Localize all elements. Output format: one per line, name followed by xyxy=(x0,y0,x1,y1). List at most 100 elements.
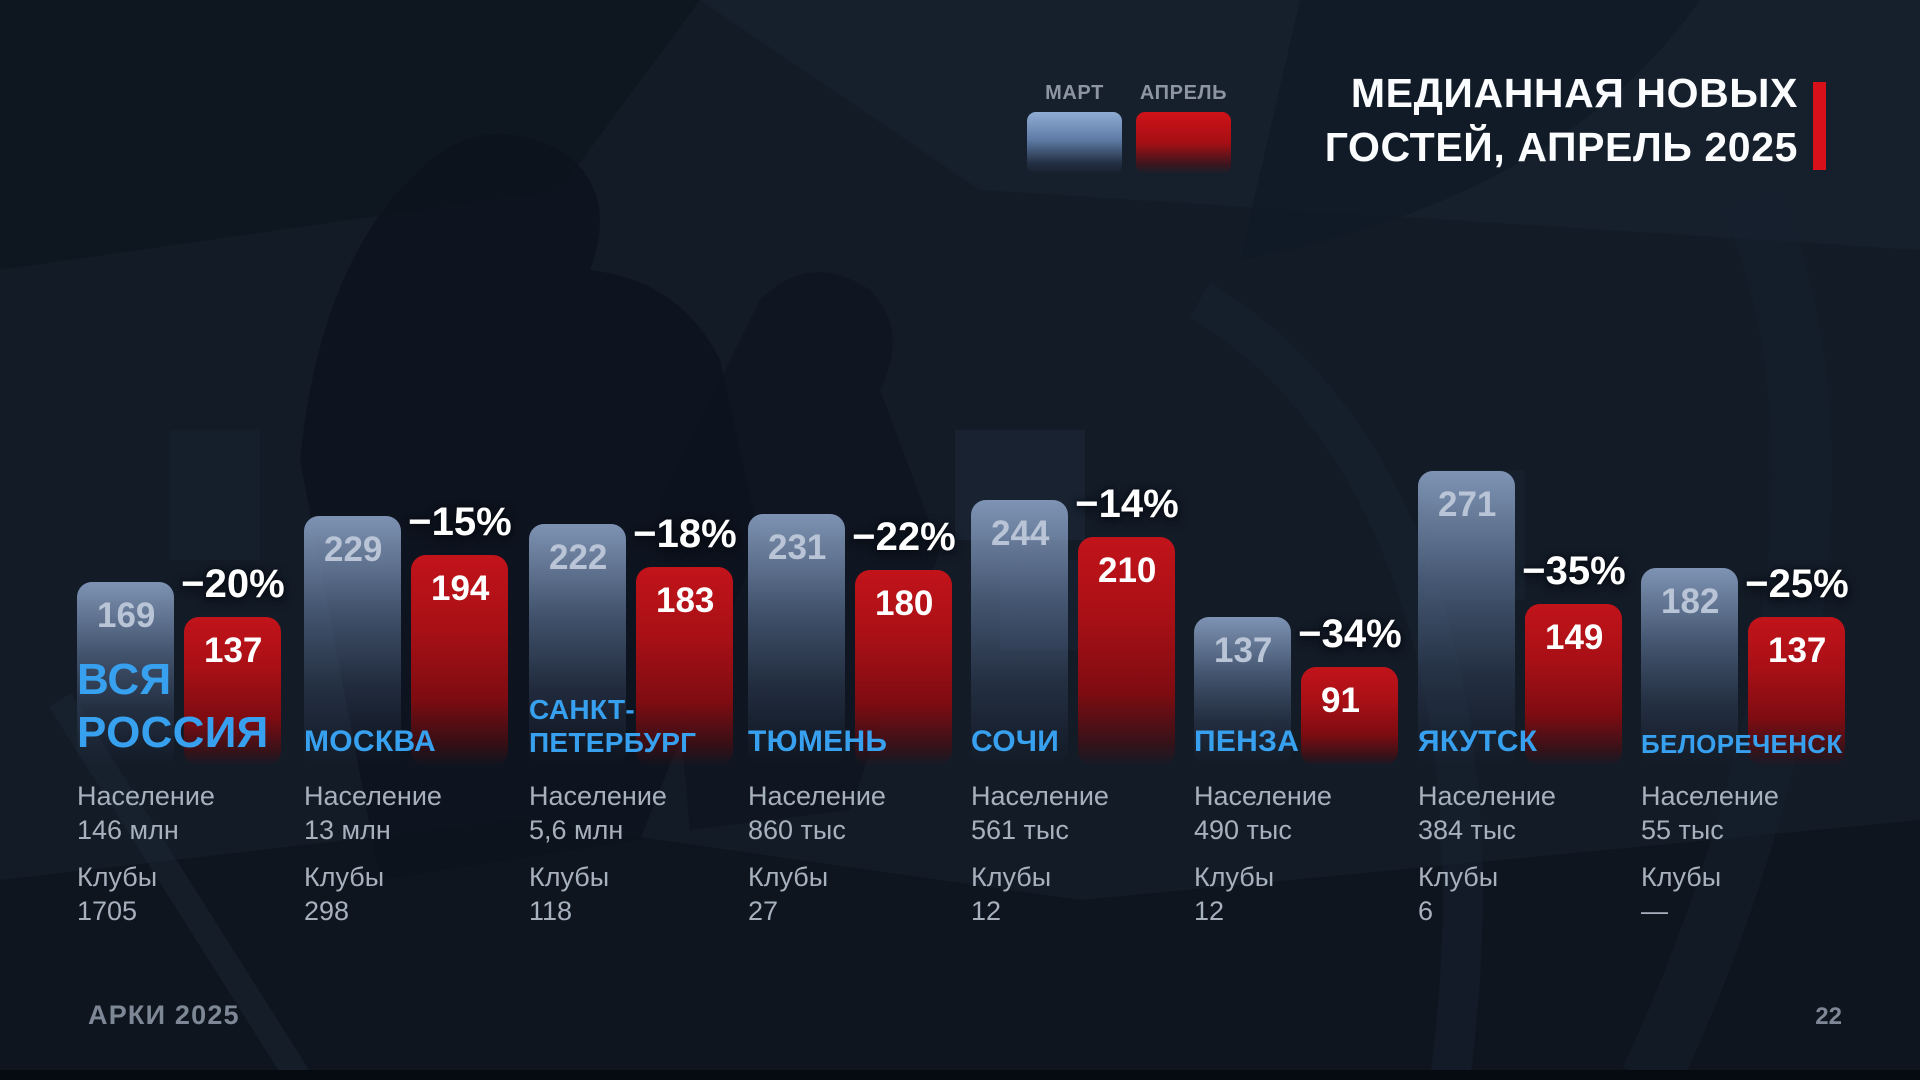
city-label-4: СОЧИ xyxy=(971,725,1060,758)
legend-april-swatch xyxy=(1136,112,1231,174)
clubs-label: Клубы xyxy=(971,862,1052,892)
clubs-pair: Клубы 118 xyxy=(529,860,745,928)
legend-march-swatch xyxy=(1027,112,1122,174)
bar-march-value: 231 xyxy=(768,528,827,567)
clubs-value: 12 xyxy=(1194,896,1225,926)
bar-march-1: 229 xyxy=(304,516,401,766)
bar-april-6: 149 xyxy=(1525,604,1622,766)
city-label-3: ТЮМЕНЬ xyxy=(748,725,888,758)
population-value: 384 тыс xyxy=(1418,815,1516,845)
bar-april-value: 180 xyxy=(875,584,934,623)
slide-title-line1: МЕДИАННАЯ НОВЫХ xyxy=(1350,70,1798,116)
clubs-label: Клубы xyxy=(304,862,385,892)
bar-april-5: 91 xyxy=(1301,667,1398,766)
clubs-value: 6 xyxy=(1418,896,1434,926)
clubs-pair: Клубы 12 xyxy=(971,860,1187,928)
bar-april-value: 183 xyxy=(656,581,715,620)
legend-april-label: АПРЕЛЬ xyxy=(1139,82,1228,104)
population-value: 55 тыс xyxy=(1641,815,1724,845)
bar-april-value: 149 xyxy=(1545,618,1604,657)
bar-march-4: 244 xyxy=(971,500,1068,766)
city-label-6: ЯКУТСК xyxy=(1418,725,1538,758)
clubs-label: Клубы xyxy=(1194,862,1275,892)
bar-march-7: 182 xyxy=(1641,568,1738,766)
legend: МАРТ АПРЕЛЬ xyxy=(1027,82,1231,174)
change-label-3: −22% xyxy=(852,515,956,559)
clubs-pair: Клубы 12 xyxy=(1194,860,1410,928)
bar-march-3: 231 xyxy=(748,514,845,766)
population-value: 490 тыс xyxy=(1194,815,1292,845)
population-label: Население xyxy=(529,781,667,811)
city-info-1: Население 13 млн Клубы 298 xyxy=(304,779,520,928)
population-pair: Население 55 тыс xyxy=(1641,779,1857,847)
bar-april-value: 194 xyxy=(431,569,490,608)
city-label-2: САНКТ-ПЕТЕРБУРГ xyxy=(529,693,697,759)
clubs-label: Клубы xyxy=(1418,862,1499,892)
clubs-label: Клубы xyxy=(1641,862,1722,892)
change-label-2: −18% xyxy=(633,512,737,556)
clubs-label: Клубы xyxy=(748,862,829,892)
slide-title: МЕДИАННАЯ НОВЫХ ГОСТЕЙ, АПРЕЛЬ 2025 xyxy=(1325,66,1798,174)
population-value: 146 млн xyxy=(77,815,179,845)
city-info-3: Население 860 тыс Клубы 27 xyxy=(748,779,964,928)
clubs-value: 12 xyxy=(971,896,1002,926)
population-value: 13 млн xyxy=(304,815,391,845)
bar-april-value: 210 xyxy=(1098,551,1157,590)
population-pair: Население 860 тыс xyxy=(748,779,964,847)
bar-april-0: 137 xyxy=(184,617,281,766)
bar-march-value: 222 xyxy=(549,538,608,577)
clubs-label: Клубы xyxy=(529,862,610,892)
population-pair: Население 384 тыс xyxy=(1418,779,1634,847)
bar-april-3: 180 xyxy=(855,570,952,766)
population-value: 561 тыс xyxy=(971,815,1069,845)
bar-april-1: 194 xyxy=(411,555,508,766)
clubs-pair: Клубы — xyxy=(1641,860,1857,928)
bar-april-2: 183 xyxy=(636,567,733,766)
population-label: Население xyxy=(1641,781,1779,811)
bar-march-value: 169 xyxy=(97,596,156,635)
city-info-2: Население 5,6 млн Клубы 118 xyxy=(529,779,745,928)
city-info-4: Население 561 тыс Клубы 12 xyxy=(971,779,1187,928)
clubs-value: 298 xyxy=(304,896,350,926)
footer-brand: АРКИ 2025 xyxy=(88,1000,240,1030)
city-label-7: БЕЛОРЕЧЕНСК xyxy=(1641,728,1843,759)
change-label-1: −15% xyxy=(408,500,512,544)
bar-april-value: 91 xyxy=(1321,681,1360,720)
city-info-6: Население 384 тыс Клубы 6 xyxy=(1418,779,1634,928)
clubs-value: — xyxy=(1641,896,1668,926)
population-label: Население xyxy=(1418,781,1556,811)
population-label: Население xyxy=(77,781,215,811)
clubs-pair: Клубы 27 xyxy=(748,860,964,928)
bar-march-value: 137 xyxy=(1214,631,1273,670)
population-pair: Население 561 тыс xyxy=(971,779,1187,847)
bar-march-value: 271 xyxy=(1438,485,1497,524)
page-number: 22 xyxy=(1815,1003,1842,1030)
population-label: Население xyxy=(748,781,886,811)
city-info-5: Население 490 тыс Клубы 12 xyxy=(1194,779,1410,928)
population-value: 860 тыс xyxy=(748,815,846,845)
change-label-0: −20% xyxy=(181,562,285,606)
bar-march-6: 271 xyxy=(1418,471,1515,766)
clubs-pair: Клубы 1705 xyxy=(77,860,293,928)
clubs-value: 1705 xyxy=(77,896,138,926)
population-pair: Население 13 млн xyxy=(304,779,520,847)
bar-march-0: 169 xyxy=(77,582,174,766)
bar-march-5: 137 xyxy=(1194,617,1291,766)
city-label-5: ПЕНЗА xyxy=(1194,725,1300,758)
slide-title-line2: ГОСТЕЙ, АПРЕЛЬ 2025 xyxy=(1324,124,1798,170)
legend-item-april: АПРЕЛЬ xyxy=(1136,82,1231,174)
population-label: Население xyxy=(971,781,1109,811)
title-accent-bar xyxy=(1813,82,1826,170)
clubs-label: Клубы xyxy=(77,862,158,892)
legend-item-march: МАРТ xyxy=(1027,82,1122,174)
city-info-7: Население 55 тыс Клубы — xyxy=(1641,779,1857,928)
population-value: 5,6 млн xyxy=(529,815,624,845)
bar-april-4: 210 xyxy=(1078,537,1175,766)
bar-march-value: 244 xyxy=(991,514,1050,553)
clubs-value: 118 xyxy=(529,896,573,926)
city-label-0: ВСЯ РОССИЯ xyxy=(77,655,269,758)
clubs-pair: Клубы 6 xyxy=(1418,860,1634,928)
bar-march-value: 229 xyxy=(324,530,383,569)
population-label: Население xyxy=(304,781,442,811)
population-pair: Население 146 млн xyxy=(77,779,293,847)
